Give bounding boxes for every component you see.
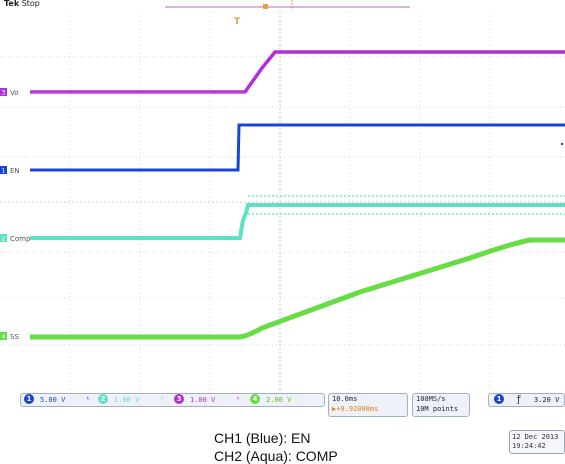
trigger-source-badge: 1	[494, 394, 504, 404]
en-label: EN	[10, 167, 20, 175]
ch1-scale: 5.00 V	[40, 396, 66, 404]
svg-text:2: 2	[2, 236, 6, 243]
ss-label: SS	[10, 333, 19, 341]
brand-logo: Tek Stop	[4, 0, 40, 8]
svg-text:4: 4	[2, 334, 6, 341]
ch2-badge[interactable]: 2	[98, 394, 108, 404]
marker-vo: 3 Vo	[0, 88, 19, 97]
marker-comp: 2 Comp	[0, 234, 31, 243]
ch4-scale: 2.00 V	[266, 396, 292, 404]
scope-header: Tek Stop	[0, 0, 565, 12]
ch2-bw-icon: ʰ	[160, 396, 165, 404]
trigger-slope-icon: ƒ	[516, 395, 522, 405]
ss-trace	[30, 237, 565, 340]
en-trace	[30, 123, 565, 172]
sample-rate: 100MS/s	[416, 395, 446, 403]
marker-en: 1 EN	[0, 166, 20, 175]
ch2-scale: 1.00 V	[114, 396, 140, 404]
graticule-center	[0, 12, 565, 390]
ch3-bw-icon: ʰ	[236, 396, 241, 404]
trigger-marker: T	[234, 17, 241, 27]
timebase-scale: 10.0ms	[332, 395, 358, 403]
acquisition-state: Stop	[21, 0, 40, 8]
caption-line-2: CH2 (Aqua): COMP	[214, 448, 338, 464]
datetime-box	[509, 430, 565, 454]
acquisition-box[interactable]	[412, 393, 470, 417]
vo-label: Vo	[10, 89, 19, 97]
trigger-position-marker	[263, 4, 268, 9]
channel-scales[interactable]	[20, 393, 325, 407]
time-text: 19:24:42	[512, 442, 546, 450]
ch3-badge[interactable]: 3	[174, 394, 184, 404]
svg-text:1: 1	[2, 168, 6, 175]
ch1-bw-icon: ʰ	[86, 396, 91, 404]
ch1-badge[interactable]: 1	[24, 394, 34, 404]
ch3-scale: 1.00 V	[190, 396, 216, 404]
ch4-badge[interactable]: 4	[250, 394, 260, 404]
vo-trace	[30, 50, 565, 94]
comp-label: Comp	[10, 235, 31, 243]
timebase-box[interactable]	[328, 393, 408, 417]
waveform-display: T 3 Vo 1 EN 2 Comp 4 SS	[0, 0, 565, 390]
caption-line-1: CH1 (Blue): EN	[214, 430, 311, 446]
marker-ss: 4 SS	[0, 332, 19, 341]
date-text: 12 Dec 2013	[512, 433, 559, 441]
trigger-level: 3.20 V	[534, 396, 560, 404]
svg-text:3: 3	[2, 90, 6, 97]
comp-trace	[30, 203, 565, 240]
timebase-delay: ▶+9.92000ms	[332, 405, 379, 413]
record-length: 10M points	[416, 405, 459, 413]
